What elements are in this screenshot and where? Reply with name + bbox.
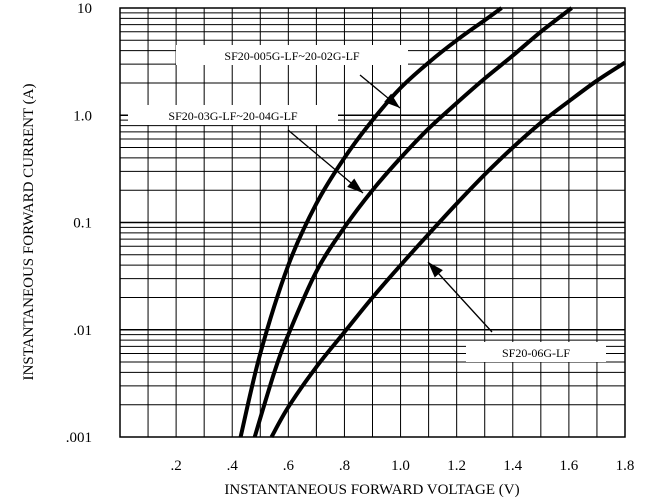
- annotation-label-background: [128, 105, 338, 125]
- x-tick-label: 1.8: [616, 458, 635, 474]
- annotation-label-background: [466, 342, 606, 362]
- y-tick-label: 0.1: [73, 216, 92, 232]
- x-tick-label: 1.0: [391, 458, 410, 474]
- y-tick-label: 10: [77, 1, 92, 17]
- series-curves: [238, 6, 627, 438]
- x-tick-label: 1.4: [503, 458, 522, 474]
- annotation-arrow-head: [347, 178, 363, 193]
- tick-labels: .2 .4 .6 .8 1.0 1.2 1.4 1.6 1.8 10 1.0 0.1 .01 .001: [66, 1, 635, 474]
- series-line-2: [252, 6, 573, 438]
- x-tick-label: 1.2: [447, 458, 466, 474]
- x-tick-label: .4: [227, 458, 239, 474]
- y-axis-label: INSTANTANEOUS FORWARD CURRENT (A): [21, 84, 37, 381]
- annotation-arrow-head: [428, 262, 443, 278]
- x-axis-label: INSTANTANEOUS FORWARD VOLTAGE (V): [224, 482, 519, 498]
- grid: [120, 8, 625, 437]
- plot-frame: [119, 7, 626, 438]
- y-tick-label: .001: [66, 430, 92, 446]
- annotation-label: SF20-005G-LF~20-02G-LF: [224, 49, 359, 63]
- series-line-1: [238, 6, 503, 438]
- annotation-label-background: [176, 45, 408, 65]
- annotation-arrow-line: [287, 129, 364, 194]
- x-tick-label: 1.6: [560, 458, 579, 474]
- curve-annotations: SF20-005G-LF~20-02G-LF SF20-03G-LF~20-04G…: [128, 45, 606, 362]
- annotation-label: SF20-06G-LF: [502, 346, 570, 360]
- x-tick-label: .2: [170, 458, 181, 474]
- x-tick-label: .6: [283, 458, 295, 474]
- y-tick-label: 1.0: [73, 108, 92, 124]
- series-line-3: [269, 60, 627, 438]
- y-tick-label: .01: [73, 323, 92, 339]
- annotation-label: SF20-03G-LF~20-04G-LF: [168, 109, 297, 123]
- x-tick-label: .8: [339, 458, 350, 474]
- annotation-arrow-head: [384, 93, 400, 108]
